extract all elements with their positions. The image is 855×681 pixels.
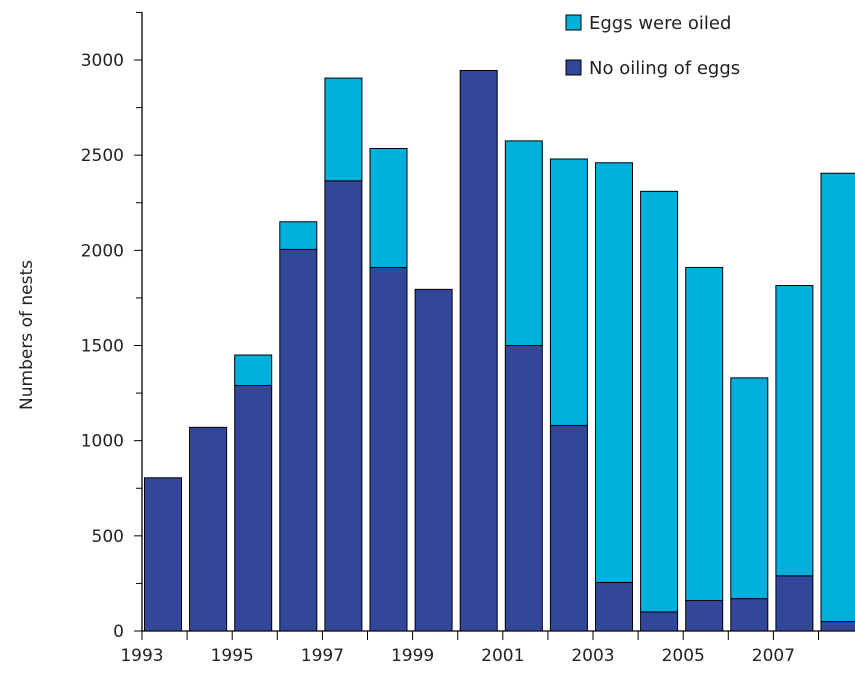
x-tick-label: 2005 bbox=[662, 646, 705, 666]
bars bbox=[144, 69, 855, 632]
x-tick-label: 1999 bbox=[391, 646, 434, 666]
bar-no-oiling-1998 bbox=[369, 266, 408, 632]
bar-no-oiling-1994 bbox=[189, 426, 228, 632]
bar-no-oiling-2004 bbox=[640, 611, 679, 632]
bar-eggs-oiled-1998 bbox=[369, 148, 408, 268]
bar-no-oiling-1999 bbox=[414, 288, 453, 632]
bar-eggs-oiled-2005 bbox=[685, 266, 724, 602]
legend: Eggs were oiled No oiling of eggs bbox=[565, 13, 740, 79]
y-tick-label: 1500 bbox=[81, 337, 124, 357]
bar-eggs-oiled-2007 bbox=[775, 285, 814, 577]
bar-no-oiling-2007 bbox=[775, 575, 814, 632]
legend-swatch bbox=[565, 59, 582, 76]
y-tick-label: 1000 bbox=[81, 432, 124, 452]
bar-eggs-oiled-1995 bbox=[234, 354, 273, 386]
bar-eggs-oiled-2001 bbox=[504, 140, 543, 346]
bar-no-oiling-1997 bbox=[324, 180, 363, 632]
x-tick-label: 1993 bbox=[120, 646, 163, 666]
x-tick-label: 2001 bbox=[481, 646, 524, 666]
x-tick-label: 1995 bbox=[211, 646, 254, 666]
bar-no-oiling-2008 bbox=[820, 620, 855, 632]
legend-swatch bbox=[565, 14, 582, 31]
bar-eggs-oiled-2003 bbox=[595, 162, 633, 583]
y-tick-label: 500 bbox=[92, 527, 124, 547]
bar-no-oiling-1996 bbox=[279, 248, 318, 632]
x-tick-label: 2003 bbox=[571, 646, 614, 666]
bar-no-oiling-1993 bbox=[144, 477, 182, 632]
y-tick-label: 2000 bbox=[81, 241, 124, 261]
y-tick-label: 3000 bbox=[81, 51, 124, 71]
bar-no-oiling-1995 bbox=[234, 384, 273, 632]
bar-eggs-oiled-2008 bbox=[820, 172, 855, 622]
bar-eggs-oiled-1996 bbox=[279, 221, 318, 250]
y-tick-label: 0 bbox=[113, 622, 124, 642]
legend-label: Eggs were oiled bbox=[589, 13, 731, 34]
bar-no-oiling-2001 bbox=[504, 345, 543, 632]
y-tick-label: 2500 bbox=[81, 146, 124, 166]
bar-no-oiling-2006 bbox=[730, 598, 769, 632]
bar-eggs-oiled-1997 bbox=[324, 77, 363, 182]
legend-label: No oiling of eggs bbox=[589, 58, 740, 79]
bar-no-oiling-2000 bbox=[459, 69, 498, 632]
x-tick-label: 1997 bbox=[301, 646, 344, 666]
y-axis-title: Numbers of nests bbox=[17, 260, 37, 410]
bar-eggs-oiled-2006 bbox=[730, 377, 769, 600]
bar-no-oiling-2002 bbox=[549, 424, 588, 632]
bar-eggs-oiled-2004 bbox=[640, 190, 679, 613]
bar-no-oiling-2003 bbox=[595, 581, 633, 632]
bar-no-oiling-2005 bbox=[685, 600, 724, 632]
x-tick-label: 2007 bbox=[752, 646, 795, 666]
ticks: 0 500 1000 1500 2000 2500 3000 1993 1995 1997 1999… bbox=[81, 11, 819, 666]
bar-eggs-oiled-2002 bbox=[549, 158, 588, 426]
